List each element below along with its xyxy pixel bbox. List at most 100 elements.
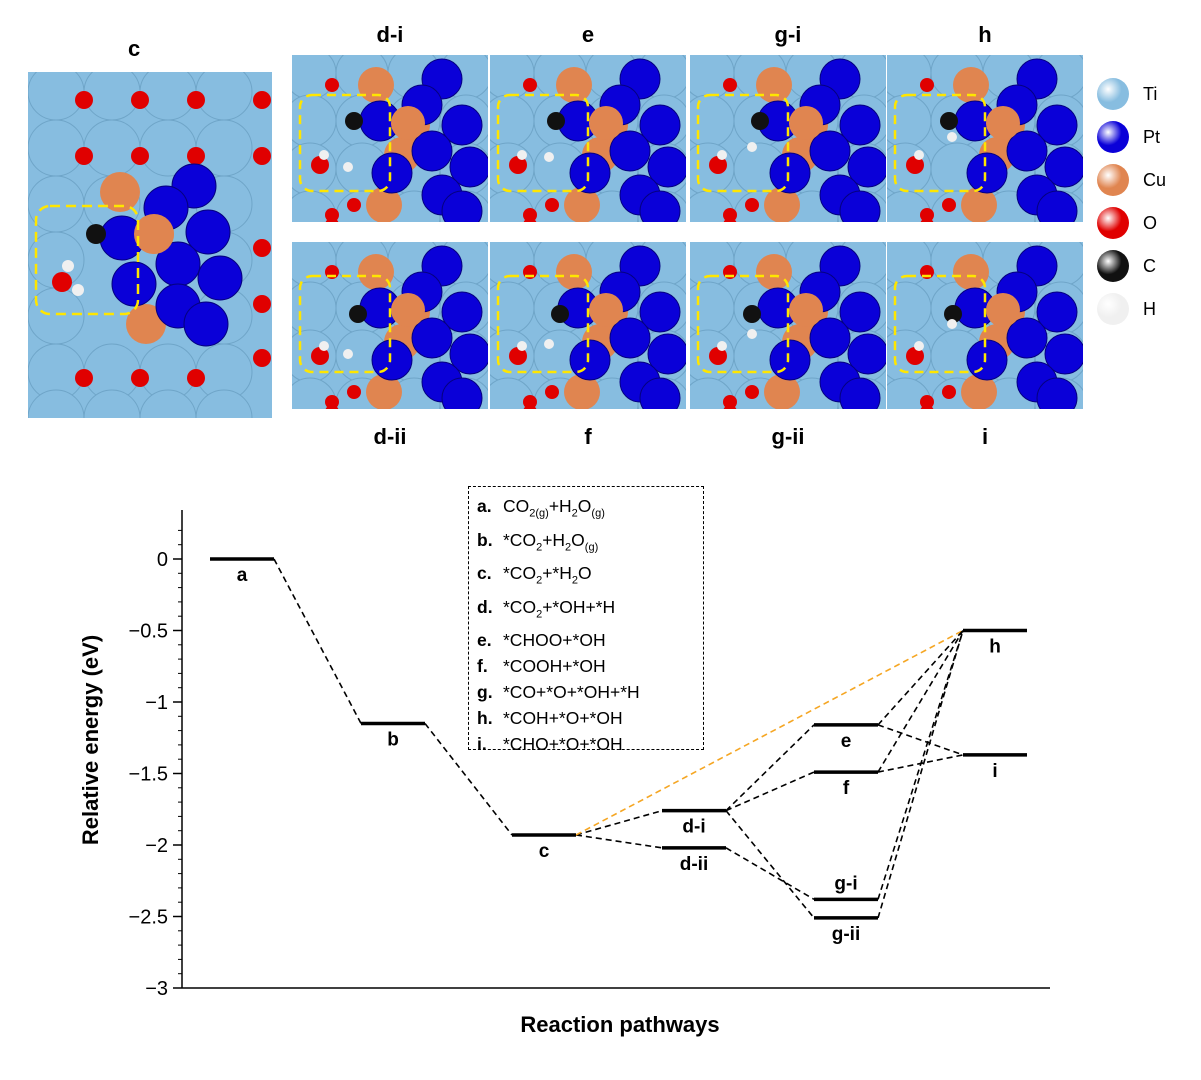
legend-label: Pt [1143,126,1161,147]
connection-g-i-to-h [877,630,964,900]
surface-model-h [887,55,1083,222]
level-label-d-ii: d-ii [680,854,709,875]
surface-model-i [887,242,1083,409]
key-species: CO2(g)+H2O(g) [503,496,605,520]
legend-label: O [1143,212,1158,233]
x-axis-label: Reaction pathways [520,1012,719,1037]
key-row: b. *CO2+H2O(g) [477,527,695,561]
pt-atoms [99,163,243,347]
atom-swatch-c [1097,250,1129,282]
key-letter: f. [477,656,488,676]
connection-c-to-h [575,629,964,836]
level-label-f: f [843,778,850,799]
surface-model-d-ii [292,242,488,409]
key-letter: e. [477,630,492,650]
atom-swatch-h [1097,293,1129,325]
y-tick-label: 0 [157,549,168,571]
panel-title-e: e [581,22,595,47]
key-species: *COH+*O+*OH [503,708,623,728]
key-row: f. *COOH+*OH [477,653,695,679]
energy-diagram: 0 −0.5 −1 −1.5 −2 −2.5 −3 a b c d-i d-ii e f g-i g-ii h… [78,510,1050,1037]
structure-panel-e [490,55,686,222]
key-letter: a. [477,496,492,516]
level-label-a: a [237,565,248,586]
legend-item-h: H [1097,291,1156,327]
legend-item-cu: Cu [1097,162,1166,198]
legend-item-o: O [1097,205,1157,241]
connection-c-to-d-i [575,809,663,836]
connection-g-ii-to-h [877,630,964,919]
energy-levels: a b c d-i d-ii e f g-i g-ii h i [210,557,1027,945]
level-label-d-i: d-i [682,817,705,838]
y-tick-label: −2.5 [129,907,168,929]
y-tick-label: −0.5 [129,621,168,643]
key-species: *CO2+*OH+*H [503,596,616,621]
y-axis-label: Relative energy (eV) [78,635,103,845]
level-label-b: b [387,729,399,750]
atom-swatch-ti [1097,78,1129,110]
key-letter: c. [477,563,492,583]
structure-panel-f [490,242,686,409]
surface-model-c [28,72,271,418]
structure-panel-g-ii [690,242,886,409]
connection-e-to-i [877,724,964,756]
species-key: a. CO2(g)+H2O(g) b. *CO2+H2O(g) c. *CO2+*H2O d… [468,486,704,754]
y-tick-label: −1 [145,692,168,714]
structure-panel-i [887,242,1083,409]
connection-b-to-c [424,722,513,836]
surface-model-d-i [292,55,488,222]
legend-label: Cu [1143,169,1167,190]
key-letter: g. [477,682,493,702]
connection-f-to-h [877,630,964,773]
connection-c-to-d-ii [575,834,663,849]
panel-title-g-i: g-i [774,22,802,47]
connections [273,558,964,919]
key-letter: d. [477,596,493,617]
y-tick-label: −2 [145,835,168,857]
key-row: h. *COH+*O+*OH [477,705,695,731]
legend-item-ti: Ti [1097,76,1157,112]
structure-panel-h [887,55,1083,222]
level-label-e: e [841,731,852,752]
panel-title-g-ii: g-ii [771,424,805,449]
key-letter: i. [477,734,487,754]
atom-swatch-pt [1097,121,1129,153]
level-label-c: c [539,841,550,862]
atom-swatch-o [1097,207,1129,239]
key-row: c. *CO2+*H2O [477,560,695,594]
key-row: e. *CHOO+*OH [477,627,695,653]
connection-e-to-h [877,629,964,726]
key-row: i. *CHO+*O+*OH [477,731,695,757]
legend-item-c: C [1097,248,1156,284]
ti-atoms [28,72,253,418]
surface-model-f [490,242,686,409]
panel-title-d-i: d-i [376,22,404,47]
level-label-h: h [989,637,1001,658]
panel-title-f: f [584,424,592,449]
surface-model-g-ii [690,242,886,409]
panel-title-d-ii: d-ii [373,424,407,449]
connection-d-ii-to-g-i [725,847,815,901]
connection-d-i-to-f [725,771,815,812]
key-species: *CO+*O+*OH+*H [503,682,640,702]
key-species: *COOH+*OH [503,656,606,676]
structure-panel-g-i [690,55,886,222]
level-label-g-ii: g-ii [832,924,861,945]
level-label-g-i: g-i [834,873,857,894]
legend-label: C [1143,255,1156,276]
y-tick-label: −3 [145,978,168,1000]
atom-swatch-cu [1097,164,1129,196]
key-species: *CHO+*O+*OH [503,734,623,754]
key-species: *CHOO+*OH [503,630,606,650]
connection-d-i-to-g-ii [725,810,815,919]
key-letter: b. [477,529,493,550]
panel-title-h: h [978,22,992,47]
connection-d-i-to-e [725,724,815,812]
key-letter: h. [477,708,493,728]
structure-panel-d-i [292,55,488,222]
legend-label: Ti [1143,83,1158,104]
key-species: *CO2+*H2O [503,563,592,587]
level-label-i: i [992,761,997,782]
key-row: d. *CO2+*OH+*H [477,594,695,628]
y-tick-label: −1.5 [129,764,168,786]
